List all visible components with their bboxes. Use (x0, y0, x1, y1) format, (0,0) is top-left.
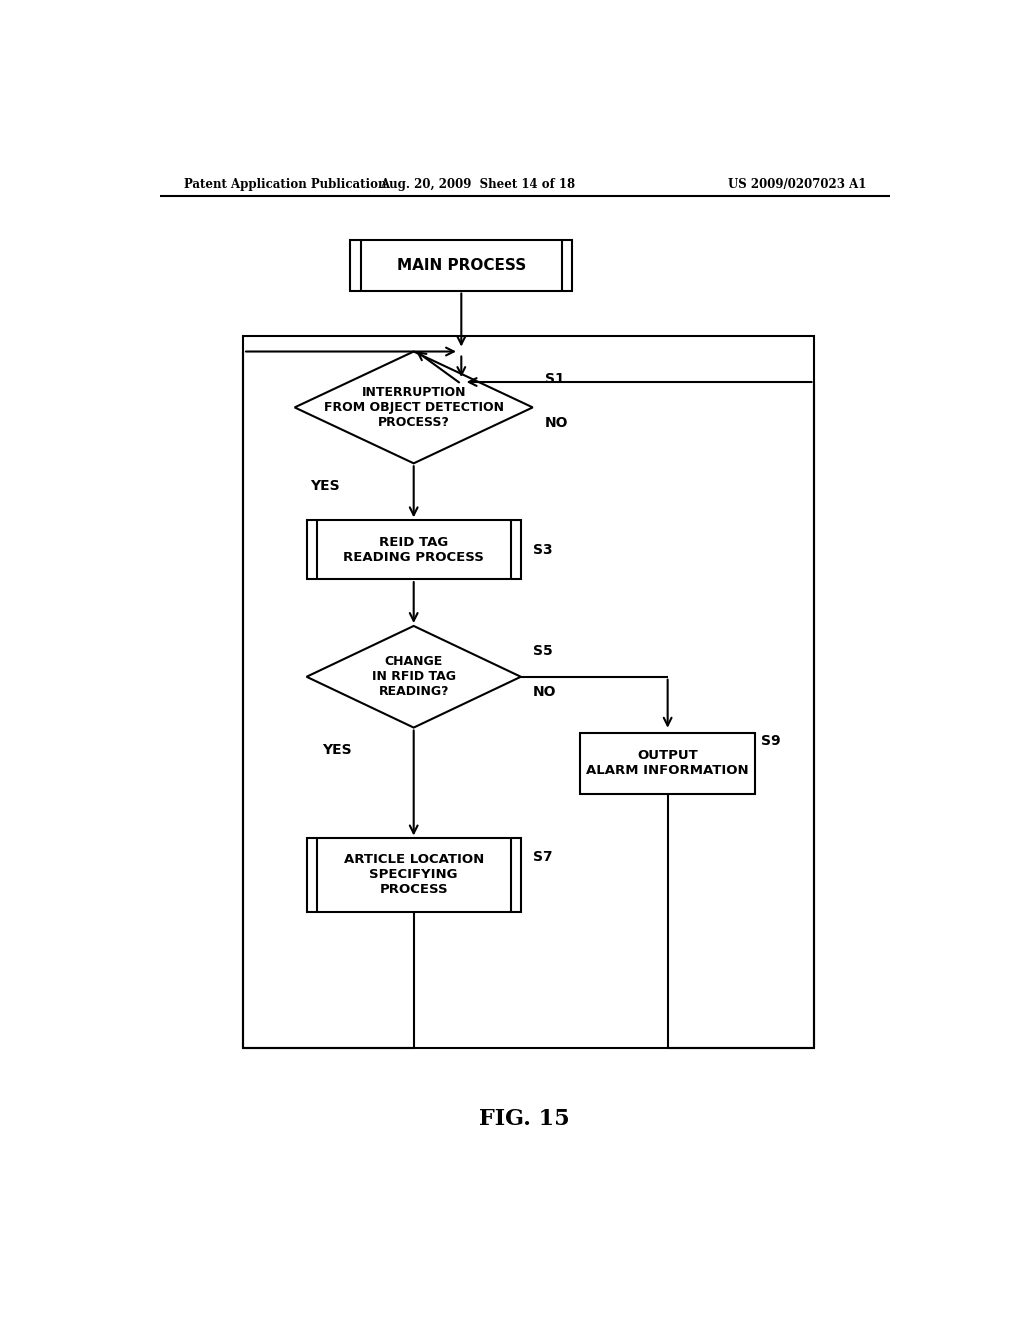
Bar (306, 520, 521, 579)
Bar (581, 733, 755, 793)
Text: NO: NO (532, 685, 556, 700)
Text: ARTICLE LOCATION
SPECIFYING
PROCESS: ARTICLE LOCATION SPECIFYING PROCESS (344, 854, 483, 896)
Text: US 2009/0207023 A1: US 2009/0207023 A1 (728, 178, 866, 191)
Text: YES: YES (310, 479, 340, 492)
Text: Aug. 20, 2009  Sheet 14 of 18: Aug. 20, 2009 Sheet 14 of 18 (380, 178, 574, 191)
Text: INTERRUPTION
FROM OBJECT DETECTION
PROCESS?: INTERRUPTION FROM OBJECT DETECTION PROCE… (324, 385, 504, 429)
Text: MAIN PROCESS: MAIN PROCESS (396, 257, 526, 273)
Text: S9: S9 (761, 734, 781, 748)
Text: NO: NO (545, 416, 568, 430)
Bar (243, 337, 814, 1048)
Text: S5: S5 (532, 644, 553, 659)
Text: REID TAG
READING PROCESS: REID TAG READING PROCESS (343, 536, 484, 564)
Text: CHANGE
IN RFID TAG
READING?: CHANGE IN RFID TAG READING? (372, 655, 456, 698)
Text: S7: S7 (532, 850, 552, 863)
Text: Patent Application Publication: Patent Application Publication (183, 178, 386, 191)
Polygon shape (306, 626, 521, 727)
Text: YES: YES (323, 743, 352, 756)
Text: FIG. 15: FIG. 15 (479, 1107, 570, 1130)
Polygon shape (295, 351, 532, 463)
Text: S3: S3 (532, 543, 552, 557)
Text: OUTPUT
ALARM INFORMATION: OUTPUT ALARM INFORMATION (587, 750, 749, 777)
Bar (306, 838, 521, 912)
Bar (350, 240, 572, 290)
Text: S1: S1 (545, 372, 564, 385)
